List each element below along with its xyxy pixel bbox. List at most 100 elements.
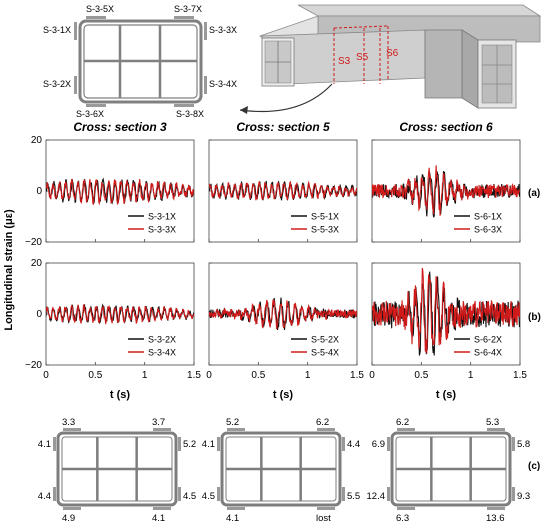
gauge-mark [512, 487, 515, 501]
series-line [209, 299, 357, 330]
gauge-mark [63, 428, 81, 431]
amplitude-value: 5.2 [226, 417, 239, 428]
gauge-mark [53, 487, 56, 501]
box-outer [56, 431, 178, 507]
chart-panels: −20 0 20 S-3-1X S-3-3X S-5-1X S-5-3X S-6-1X S-6-… [25, 135, 527, 381]
gauge-mark [487, 507, 505, 510]
legend-label: S-6-4X [474, 348, 502, 358]
legend-label: S-5-3X [311, 225, 339, 235]
x-tick-label: 1.5 [513, 370, 527, 381]
gauge-mark [512, 437, 515, 451]
amplitude-value: 4.4 [347, 439, 360, 450]
gauge-mark [174, 16, 194, 19]
gauge-mark [487, 428, 505, 431]
column-title: Cross: section 5 [236, 120, 330, 134]
amplitude-value: 6.2 [396, 417, 409, 428]
amplitude-value: 4.5 [183, 491, 196, 502]
amplitude-value: 4.1 [152, 513, 165, 524]
x-tick-label: 0.5 [251, 370, 265, 381]
gauge-mark [342, 487, 345, 501]
amplitude-value: 4.5 [202, 491, 215, 502]
gauge-mark [178, 437, 181, 451]
gauge-mark [204, 76, 207, 94]
x-tick-label: 1 [305, 370, 311, 381]
row-label: (a) [528, 188, 540, 199]
gauge-label: S-3-2X [43, 79, 71, 89]
amplitude-value: lost [316, 513, 331, 524]
gauge-mark [217, 487, 220, 501]
gauge-label: S-3-7X [174, 4, 202, 14]
series-line [46, 304, 194, 325]
y-tick-label: 20 [31, 258, 43, 269]
cross-section-schematic: S-3-5X S-3-7X S-3-1X S-3-3X S-3-2X S-3-4… [43, 4, 237, 119]
chart-panel: 0 0.5 1 1.5 S-6-2X S-6-4X [369, 262, 527, 381]
section-label: S6 [386, 48, 399, 59]
gauge-label: S-3-8X [176, 109, 204, 119]
x-tick-label: 1 [468, 370, 474, 381]
gauge-label: S-3-1X [43, 25, 71, 35]
chart-panel: 0 0.5 1 1.5 S-5-2X S-5-4X [206, 262, 364, 381]
gauge-mark [342, 437, 345, 451]
legend-label: S-5-2X [311, 335, 339, 345]
legend-label: S-5-4X [311, 348, 339, 358]
amplitude-value: 3.3 [62, 417, 75, 428]
y-tick-label: 20 [31, 135, 43, 146]
x-tick-label: 0.5 [88, 370, 102, 381]
row-label: (b) [528, 312, 541, 323]
gauge-mark [397, 428, 415, 431]
box-outer [78, 19, 203, 104]
legend-label: S-3-4X [148, 348, 176, 358]
mini-cross-section: 3.3 3.7 4.1 5.2 4.4 4.5 4.9 4.1 [38, 417, 196, 524]
series-line [372, 267, 520, 354]
x-tick-label: 1.5 [187, 370, 201, 381]
gauge-label: S-3-3X [209, 25, 237, 35]
amplitude-value: 5.5 [347, 491, 360, 502]
gauge-label: S-3-4X [209, 79, 237, 89]
gauge-mark [153, 507, 171, 510]
series-line [46, 178, 194, 206]
x-axis-label: t (s) [436, 389, 457, 401]
legend-label: S-5-1X [311, 212, 339, 222]
row-label: (c) [528, 461, 540, 472]
legend-label: S-6-2X [474, 335, 502, 345]
gauge-label: S-3-5X [86, 4, 114, 14]
gauge-mark [74, 76, 77, 94]
arrow-head [240, 106, 248, 114]
gauge-mark [227, 507, 245, 510]
gauge-mark [387, 487, 390, 501]
gauge-mark [53, 437, 56, 451]
amplitude-value: 5.3 [486, 417, 499, 428]
y-tick-label: 0 [36, 309, 42, 320]
series-line [209, 297, 357, 331]
amplitude-value: 6.2 [316, 417, 329, 428]
gauge-mark [204, 22, 207, 40]
gauge-mark [317, 428, 335, 431]
section-label: S3 [338, 56, 351, 67]
column-title: Cross: section 3 [73, 120, 167, 134]
legend-label: S-3-1X [148, 212, 176, 222]
gauge-mark [387, 437, 390, 451]
x-axis-label: t (s) [273, 389, 294, 401]
gauge-mark [397, 507, 415, 510]
legend-label: S-3-2X [148, 335, 176, 345]
x-tick-label: 1.5 [350, 370, 364, 381]
series-line [209, 180, 357, 201]
amplitude-value: 3.7 [152, 417, 165, 428]
gauge-mark [217, 437, 220, 451]
chart-panel: −20 0 20 S-3-1X S-3-3X [25, 135, 195, 248]
amplitude-value: 9.3 [517, 491, 530, 502]
y-tick-label: −20 [25, 237, 42, 248]
amplitude-value: 13.6 [486, 513, 505, 524]
legend-label: S-3-3X [148, 225, 176, 235]
gauge-mark [317, 507, 335, 510]
column-title: Cross: section 6 [399, 120, 493, 134]
y-tick-label: 0 [36, 186, 42, 197]
x-tick-label: 0 [206, 370, 212, 381]
gauge-label: S-3-6X [76, 109, 104, 119]
amplitude-value: 5.8 [517, 439, 530, 450]
legend-label: S-6-1X [474, 212, 502, 222]
series-line [372, 165, 520, 216]
x-tick-label: 1 [142, 370, 148, 381]
